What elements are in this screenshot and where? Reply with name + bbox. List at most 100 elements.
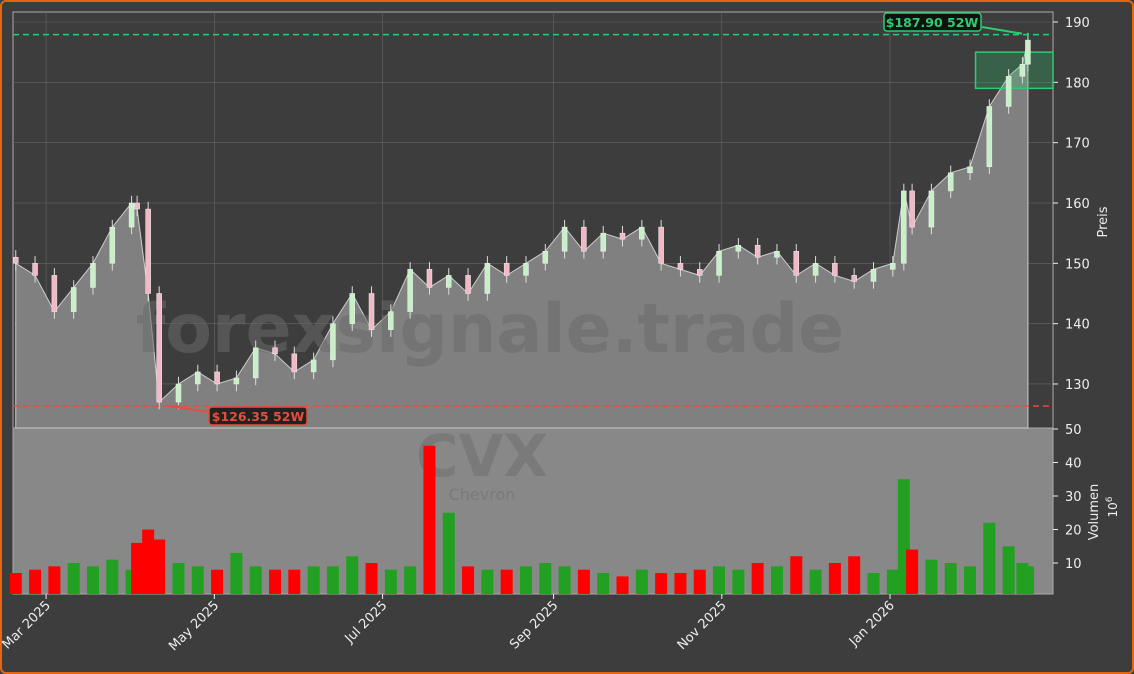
volume-bar [346,556,359,594]
candle-body [446,275,452,288]
volume-bar [462,566,475,594]
volume-bar [809,569,822,594]
candle-body [214,371,220,385]
volume-bar [500,569,513,594]
candle-body [128,202,135,228]
volume-bar [67,563,80,594]
volume-bar [404,566,417,594]
volume-unit-label: 106 [1105,496,1120,517]
volume-bar [732,569,745,594]
low-52w-label-box [208,406,308,426]
price-tick-label: 170 [1065,137,1090,152]
watermark-company: Chevron [449,485,516,504]
volume-bar [616,576,629,594]
x-tick-label: Mar 2025 [0,598,54,652]
candle-body [51,275,58,312]
volume-bar [519,566,532,594]
candle-body [774,251,780,258]
volume-bar [131,542,144,594]
volume-bar [172,563,185,594]
candle-body [145,208,151,294]
candle-body [581,226,587,252]
candle-body [388,311,394,330]
candle-body [639,226,645,240]
price-axis-label: Preis [1096,206,1111,237]
candle-body [90,263,96,288]
volume-bar [142,529,155,594]
volume-bar [153,539,166,594]
volume-bar [423,445,436,594]
candle-body [947,172,954,192]
volume-tick-label: 20 [1065,524,1082,539]
candle-body [291,353,298,373]
candle-body [32,263,38,276]
candle-body [735,244,742,252]
candle-body [696,269,703,276]
candle-body [349,293,355,324]
candle-body [109,226,116,264]
candle-body [870,269,877,282]
volume-bar [9,573,22,594]
volume-bar [48,566,61,594]
candle-body [967,166,973,174]
candle-body [851,275,857,282]
candle-body [330,323,336,361]
volume-bar [365,563,378,594]
volume-bar [442,512,455,594]
volume-bar [384,569,397,594]
high-52w-label-box [883,12,982,32]
volume-bar [751,563,764,594]
candle-body [233,377,240,385]
volume-bar [558,566,571,594]
volume-bar [288,569,301,594]
volume-tick-label: 30 [1065,490,1082,505]
volume-bar [674,573,687,594]
volume-bar [577,569,590,594]
volume-bar [770,566,783,594]
volume-bar [326,566,339,594]
volume-bar [191,566,204,594]
volume-bar [828,563,841,594]
price-tick-label: 180 [1065,76,1090,91]
watermark-site: forexsignale.trade [136,290,845,369]
candle-body [310,359,317,373]
candle-body [716,251,722,276]
volume-bar [925,559,938,594]
candle-body [70,287,77,312]
volume-bar [964,566,977,594]
volume-bar [655,573,668,594]
candle-body [13,257,19,264]
candle-body [619,232,626,240]
volume-bar [983,522,996,594]
candle-body [407,269,413,312]
candle-body [658,226,664,264]
candle-body [426,269,433,288]
volume-bar [693,569,706,594]
candle-body [561,226,568,252]
candle-body [252,347,259,379]
watermark-ticker: CVX [416,422,548,490]
volume-bar [713,566,726,594]
volume-bar [867,573,880,594]
volume-bar [307,566,320,594]
volume-bar [1021,566,1034,594]
low-52w-arrow [167,405,210,413]
candle-body [986,106,993,168]
candle-body [812,263,819,276]
candle-body [832,263,838,276]
volume-bar [848,556,861,594]
candle-body [134,202,140,210]
candle-body [272,347,278,355]
volume-bar [790,556,803,594]
x-tick-label: Jul 2025 [342,598,391,647]
candle-body [484,263,491,294]
candle-body [677,263,684,270]
volume-tick-label: 40 [1065,457,1082,472]
price-tick-label: 150 [1065,257,1090,272]
candle-body [156,293,162,403]
high-52w-arrow [981,26,1023,35]
candle-body [890,263,896,270]
candle-body [368,293,375,330]
volume-bar [635,569,648,594]
high-52w-label: $187.90 52W [886,15,979,30]
